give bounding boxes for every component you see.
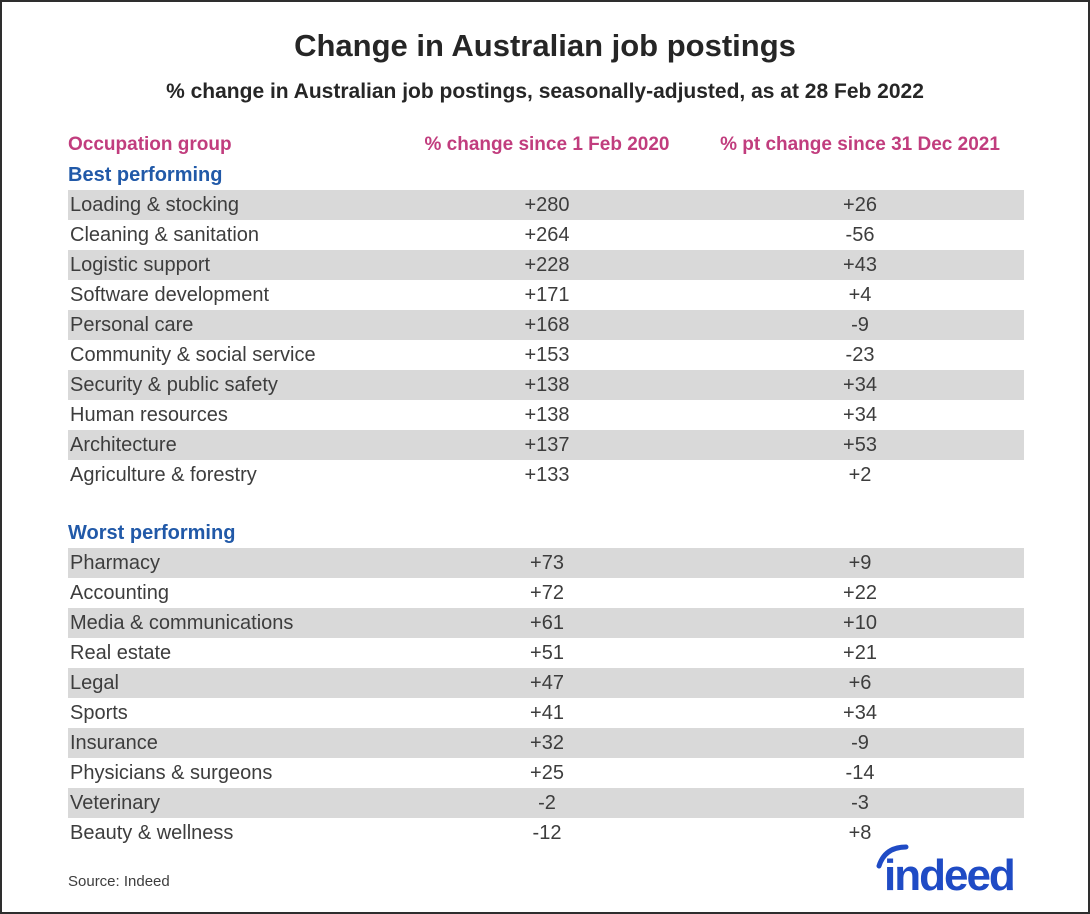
pt-change-since-2021-cell: +26 — [843, 193, 877, 216]
pt-change-since-2021-cell: +10 — [843, 611, 877, 634]
page-subtitle: % change in Australian job postings, sea… — [166, 80, 924, 103]
change-since-2020-cell: +51 — [530, 641, 564, 664]
indeed-logo: indeed — [876, 844, 1016, 900]
table-row: Loading & stocking +280 +26 — [68, 190, 1024, 220]
change-since-2020-cell: +73 — [530, 551, 564, 574]
page-title: Change in Australian job postings — [294, 28, 796, 63]
change-since-2020-cell: +25 — [530, 761, 564, 784]
change-since-2020-cell: +41 — [530, 701, 564, 724]
occupation-cell: Cleaning & sanitation — [70, 223, 260, 246]
occupation-cell: Accounting — [70, 581, 169, 604]
table-row: Accounting +72 +22 — [68, 578, 1024, 608]
table-header-row: Occupation group % change since 1 Feb 20… — [68, 130, 1024, 160]
job-postings-table: Occupation group % change since 1 Feb 20… — [68, 130, 1024, 848]
occupation-cell: Real estate — [70, 641, 172, 664]
section-label: Best performing — [68, 164, 223, 186]
column-header-change-2020: % change since 1 Feb 2020 — [424, 134, 670, 155]
change-since-2020-cell: +47 — [530, 671, 564, 694]
occupation-cell: Human resources — [70, 403, 228, 426]
occupation-cell: Legal — [70, 671, 119, 694]
pt-change-since-2021-cell: +2 — [848, 463, 872, 486]
table-row: Pharmacy +73 +9 — [68, 548, 1024, 578]
occupation-cell: Beauty & wellness — [70, 821, 234, 844]
pt-change-since-2021-cell: -3 — [851, 791, 869, 814]
pt-change-since-2021-cell: +4 — [848, 283, 872, 306]
change-since-2020-cell: +32 — [530, 731, 564, 754]
change-since-2020-cell: +137 — [524, 433, 570, 456]
table-row: Software development +171 +4 — [68, 280, 1024, 310]
occupation-cell: Veterinary — [70, 791, 161, 814]
change-since-2020-cell: +171 — [524, 283, 570, 306]
occupation-cell: Pharmacy — [70, 551, 161, 574]
table-row: Veterinary -2 -3 — [68, 788, 1024, 818]
occupation-cell: Security & public safety — [70, 373, 278, 396]
table-row: Physicians & surgeons +25 -14 — [68, 758, 1024, 788]
occupation-cell: Insurance — [70, 731, 158, 754]
source-note: Source: Indeed — [68, 873, 170, 890]
table-row: Insurance +32 -9 — [68, 728, 1024, 758]
change-since-2020-cell: +133 — [524, 463, 570, 486]
table-row: Real estate +51 +21 — [68, 638, 1024, 668]
change-since-2020-cell: +228 — [524, 253, 570, 276]
pt-change-since-2021-cell: +22 — [843, 581, 877, 604]
change-since-2020-cell: +168 — [524, 313, 570, 336]
table-row: Agriculture & forestry +133 +2 — [68, 460, 1024, 490]
table-row: Logistic support +228 +43 — [68, 250, 1024, 280]
table-row: Sports +41 +34 — [68, 698, 1024, 728]
occupation-cell: Loading & stocking — [70, 193, 240, 216]
occupation-cell: Architecture — [70, 433, 177, 456]
table-row: Personal care +168 -9 — [68, 310, 1024, 340]
pt-change-since-2021-cell: -9 — [851, 731, 869, 754]
pt-change-since-2021-cell: +34 — [843, 701, 877, 724]
pt-change-since-2021-cell: +34 — [843, 403, 877, 426]
occupation-cell: Physicians & surgeons — [70, 761, 273, 784]
pt-change-since-2021-cell: -9 — [851, 313, 869, 336]
pt-change-since-2021-cell: +53 — [843, 433, 877, 456]
pt-change-since-2021-cell: -14 — [845, 761, 875, 784]
table-row: Media & communications +61 +10 — [68, 608, 1024, 638]
table-row: Beauty & wellness -12 +8 — [68, 818, 1024, 848]
change-since-2020-cell: +280 — [524, 193, 570, 216]
occupation-cell: Agriculture & forestry — [70, 463, 257, 486]
table-row: Architecture +137 +53 — [68, 430, 1024, 460]
section-label: Worst performing — [68, 522, 236, 544]
pt-change-since-2021-cell: +9 — [848, 551, 872, 574]
table-row: Cleaning & sanitation +264 -56 — [68, 220, 1024, 250]
change-since-2020-cell: +138 — [524, 403, 570, 426]
table-row: Legal +47 +6 — [68, 668, 1024, 698]
occupation-cell: Personal care — [70, 313, 194, 336]
table-row: Human resources +138 +34 — [68, 400, 1024, 430]
pt-change-since-2021-cell: +43 — [843, 253, 877, 276]
pt-change-since-2021-cell: -23 — [845, 343, 875, 366]
occupation-cell: Logistic support — [70, 253, 211, 276]
change-since-2020-cell: +264 — [524, 223, 570, 246]
occupation-cell: Sports — [70, 701, 128, 724]
table-row: Community & social service +153 -23 — [68, 340, 1024, 370]
pt-change-since-2021-cell: +34 — [843, 373, 877, 396]
change-since-2020-cell: +72 — [530, 581, 564, 604]
change-since-2020-cell: -12 — [532, 821, 562, 844]
column-header-change-2021: % pt change since 31 Dec 2021 — [720, 134, 1000, 155]
pt-change-since-2021-cell: +8 — [848, 821, 872, 844]
change-since-2020-cell: +153 — [524, 343, 570, 366]
change-since-2020-cell: +138 — [524, 373, 570, 396]
occupation-cell: Media & communications — [70, 611, 294, 634]
change-since-2020-cell: +61 — [530, 611, 564, 634]
pt-change-since-2021-cell: -56 — [845, 223, 875, 246]
column-header-occupation: Occupation group — [68, 134, 232, 155]
pt-change-since-2021-cell: +6 — [848, 671, 872, 694]
occupation-cell: Software development — [70, 283, 270, 306]
table-row: Security & public safety +138 +34 — [68, 370, 1024, 400]
indeed-logo-text: indeed — [884, 851, 1014, 900]
indeed-logo-arc — [876, 844, 909, 869]
occupation-cell: Community & social service — [70, 343, 316, 366]
change-since-2020-cell: -2 — [538, 791, 556, 814]
table-sections: Best performing Loading & stocking +280 +26… — [68, 160, 1024, 848]
pt-change-since-2021-cell: +21 — [843, 641, 877, 664]
